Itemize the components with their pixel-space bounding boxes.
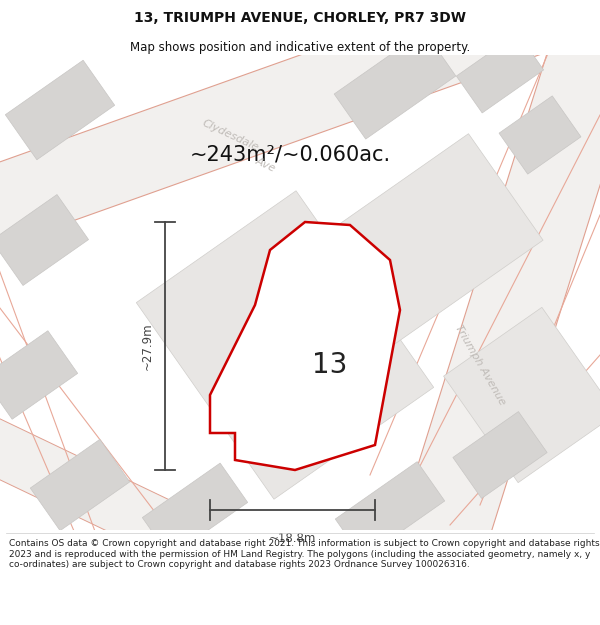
Bar [30, 439, 130, 531]
Bar [0, 331, 77, 419]
Bar [453, 412, 547, 498]
Bar [457, 33, 544, 113]
Polygon shape [397, 21, 600, 559]
Bar [136, 191, 434, 499]
Text: ~27.9m: ~27.9m [140, 322, 154, 370]
Text: ~243m²/~0.060ac.: ~243m²/~0.060ac. [190, 145, 391, 165]
Text: 13, TRIUMPH AVENUE, CHORLEY, PR7 3DW: 13, TRIUMPH AVENUE, CHORLEY, PR7 3DW [134, 11, 466, 25]
Text: ~18.8m: ~18.8m [269, 532, 316, 545]
Bar [335, 462, 445, 558]
Text: Contains OS data © Crown copyright and database right 2021. This information is : Contains OS data © Crown copyright and d… [9, 539, 599, 569]
Polygon shape [210, 222, 400, 470]
Bar [499, 96, 581, 174]
Bar [142, 463, 248, 557]
Bar [317, 134, 543, 346]
Bar [5, 60, 115, 160]
Text: Ave: Ave [253, 156, 277, 174]
Bar [443, 308, 600, 482]
Bar [0, 194, 89, 286]
Polygon shape [0, 0, 574, 253]
Bar [334, 31, 456, 139]
Polygon shape [0, 410, 212, 570]
Text: Clydesdale: Clydesdale [200, 118, 260, 152]
Text: Triumph Avenue: Triumph Avenue [453, 323, 507, 407]
Text: Map shows position and indicative extent of the property.: Map shows position and indicative extent… [130, 41, 470, 54]
Text: 13: 13 [313, 351, 347, 379]
